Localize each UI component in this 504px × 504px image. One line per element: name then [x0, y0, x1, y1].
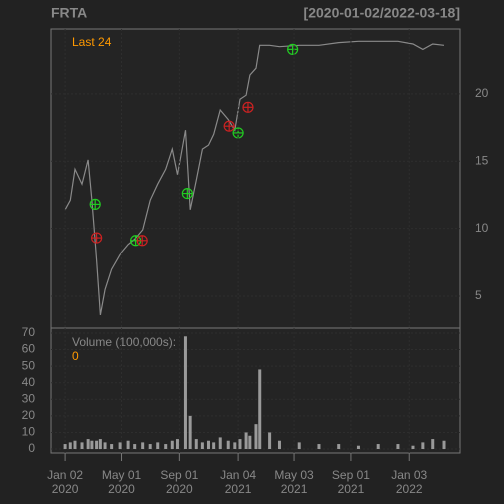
buy-signal — [181, 187, 193, 200]
volume-last: 0 — [72, 349, 79, 363]
volume-bar — [194, 439, 198, 450]
price-line — [64, 40, 445, 316]
volume-bar — [80, 442, 84, 450]
buy-signal — [89, 198, 101, 210]
y-tick-label: 20 — [475, 86, 489, 100]
y-tick-label: 50 — [22, 358, 36, 372]
volume-bar — [431, 439, 435, 450]
volume-title: Volume (100,000s): — [72, 335, 176, 349]
volume-bar — [356, 445, 360, 450]
x-tick-label: May 03 2021 — [274, 468, 314, 496]
y-tick-label: 30 — [22, 391, 36, 405]
volume-bar — [337, 444, 341, 450]
x-tick-label: May 01 2020 — [102, 468, 142, 496]
x-tick-label: Jan 03 2022 — [391, 468, 427, 496]
volume-bar — [183, 336, 187, 450]
y-tick-label: 0 — [28, 441, 35, 455]
volume-bar — [238, 439, 242, 450]
volume-bar — [98, 439, 102, 450]
volume-bar — [248, 435, 252, 450]
volume-bar — [86, 439, 90, 450]
volume-bar — [254, 424, 258, 450]
y-tick-label: 15 — [475, 153, 489, 167]
sell-signal — [223, 120, 235, 132]
sell-signal — [136, 235, 148, 247]
volume-bar — [268, 432, 272, 450]
x-tick-label: Jan 02 2020 — [47, 468, 83, 496]
last-label: Last 24 — [72, 35, 112, 49]
volume-bar — [396, 444, 400, 450]
buy-signal — [287, 43, 299, 55]
volume-bar — [244, 432, 248, 450]
volume-bar — [73, 440, 77, 450]
volume-bar — [90, 440, 94, 450]
volume-bar — [170, 440, 174, 450]
volume-bar — [156, 442, 160, 450]
volume-bar — [226, 440, 230, 450]
volume-bar — [258, 369, 262, 450]
volume-bar — [233, 442, 237, 450]
volume-bar — [317, 444, 321, 450]
volume-bar — [175, 439, 179, 450]
volume-bar — [200, 442, 204, 450]
volume-bar — [110, 444, 114, 450]
x-tick-label: Jan 04 2021 — [220, 468, 256, 496]
volume-bar — [442, 440, 446, 450]
volume-bar — [148, 444, 152, 450]
date-range: [2020-01-02/2022-03-18] — [304, 5, 460, 21]
volume-bar — [118, 442, 122, 450]
volume-bar — [63, 444, 67, 450]
y-tick-label: 5 — [475, 288, 482, 302]
volume-bar — [95, 440, 99, 450]
volume-bar — [141, 442, 145, 450]
y-tick-label: 60 — [22, 342, 36, 356]
volume-bar — [218, 437, 222, 450]
volume-bar — [68, 442, 72, 450]
y-tick-label: 10 — [475, 221, 489, 235]
volume-bar — [376, 444, 380, 450]
volume-bar — [164, 444, 168, 450]
volume-bar — [133, 444, 137, 450]
volume-bar — [411, 445, 415, 450]
volume-bar — [277, 440, 281, 450]
volume-bar — [103, 442, 107, 450]
volume-bar — [126, 440, 130, 450]
volume-bar — [297, 442, 301, 450]
x-tick-label: Sep 01 2020 — [160, 468, 198, 496]
volume-bar — [421, 442, 425, 450]
y-tick-label: 40 — [22, 375, 36, 389]
y-tick-label: 10 — [22, 425, 36, 439]
x-tick-label: Sep 01 2021 — [332, 468, 370, 496]
y-tick-label: 70 — [22, 325, 36, 339]
y-tick-label: 20 — [22, 408, 36, 422]
price-panel — [50, 28, 461, 329]
sell-signal — [91, 232, 103, 244]
sell-signal — [242, 101, 254, 113]
volume-bar — [188, 415, 192, 450]
volume-bar — [206, 440, 210, 450]
chart-title: FRTA — [51, 5, 87, 21]
volume-bar — [212, 442, 216, 450]
